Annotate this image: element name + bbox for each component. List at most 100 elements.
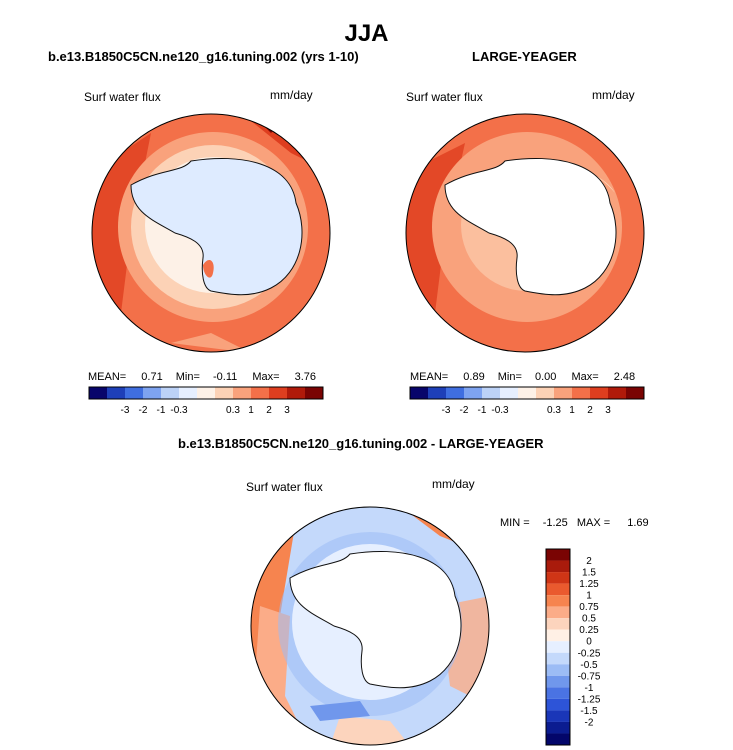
diff-colorbar-tick-label: 0.25 [579,625,599,636]
panel2-mean-label: MEAN= [410,371,449,383]
panel1-mean-value: 0.71 [141,371,163,383]
panel1-colorbar-swatch [143,387,161,399]
diff-colorbar-swatch [546,710,570,722]
panel1-colorbar-tick-label: 2 [266,405,272,416]
panel1-polar-map [91,113,331,353]
diff-colorbar-tick-label: 1.5 [582,568,596,579]
panel1-min-label: Min= [175,371,200,383]
panel1-colorbar-swatch [125,387,143,399]
diff-polar-map [250,506,490,746]
panel1-colorbar-swatch [233,387,251,399]
diff-colorbar-swatch [546,675,570,688]
panel1-colorbar-tick-label: 3 [284,405,290,416]
diff-colorbar-tick-label: -0.75 [578,671,601,682]
panel1-colorbar-swatch [287,387,305,399]
panel1-max-label: Max= [252,371,280,383]
panel1-colorbar-swatch [89,387,107,399]
panel1-units: mm/day [270,88,313,102]
diff-colorbar-swatch [546,572,570,584]
diff-colorbar-tick-label: 1.25 [579,579,599,590]
diff-colorbar-tick-label: 1 [586,591,592,602]
panel2-colorbar: -3 -2 -1 -0.3 0.3 1 2 3 [409,386,645,416]
panel1-colorbar-swatch [269,387,287,399]
diff-colorbar-swatch [546,733,570,745]
panel2-colorbar-swatch [428,387,446,399]
panel1-colorbar-tick-label: -3 [121,405,130,416]
panel1-max-value: 3.76 [294,371,317,383]
diff-colorbar-tick-label: -1.25 [578,694,601,705]
panel2-max-label: Max= [571,371,599,383]
diff-colorbar: 21.51.2510.750.50.250-0.25-0.5-0.75-1-1.… [545,548,601,746]
panel2-colorbar-swatch [464,387,482,399]
diff-colorbar-tick-label: -1.5 [580,706,598,717]
diff-variable: Surf water flux [246,480,323,494]
diff-max-label: MAX = [576,517,611,529]
panel1-colorbar-tick-label: 1 [248,405,254,416]
panel1-colorbar-tick-label: -0.3 [170,405,188,416]
diff-colorbar-tick-label: 0.75 [579,602,599,613]
panel2-units: mm/day [592,88,635,102]
panel2-polar-map [405,113,645,353]
panel1-colorbar-swatch [179,387,197,399]
diff-stats: MIN = -1.25 MAX = 1.69 [500,517,649,529]
panel2-colorbar-tick-label: -1 [478,405,487,416]
diff-colorbar-swatch [546,721,570,734]
panel2-colorbar-tick-label: -0.3 [491,405,509,416]
diff-colorbar-tick-label: 0 [586,637,592,648]
panel1-colorbar-swatch [107,387,125,399]
panel2-mean-value: 0.89 [463,371,485,383]
diff-colorbar-tick-label: 0.5 [582,614,596,625]
diff-colorbar-swatch [546,549,570,561]
panel2-colorbar-swatch [536,387,554,399]
panel2-colorbar-swatch [590,387,608,399]
panel2-subtitle: LARGE-YEAGER [472,49,577,64]
panel1-colorbar-swatch [305,387,323,399]
panel1-colorbar-swatch [197,387,215,399]
diff-colorbar-swatch [546,606,570,619]
panel2-colorbar-swatch [608,387,626,399]
diff-units: mm/day [432,477,475,491]
diff-subtitle: b.e13.B1850C5CN.ne120_g16.tuning.002 - L… [178,436,544,451]
panel2-colorbar-swatch [626,387,644,399]
diff-colorbar-swatch [546,687,570,699]
diff-colorbar-swatch [546,583,570,596]
panel1-stats: MEAN= 0.71 Min= -0.11 Max= 3.76 [88,371,316,383]
panel1-colorbar: -3 -2 -1 -0.3 0.3 1 2 3 [88,386,324,416]
panel2-colorbar-swatch [410,387,428,399]
panel1-colorbar-tick-label: 0.3 [226,405,240,416]
panel2-variable: Surf water flux [406,90,483,104]
diff-colorbar-swatch [546,629,570,642]
panel1-subtitle: b.e13.B1850C5CN.ne120_g16.tuning.002 (yr… [48,49,359,64]
diff-colorbar-tick-label: -0.5 [580,660,598,671]
diff-colorbar-swatch [546,664,570,676]
diff-colorbar-swatch [546,618,570,630]
panel1-colorbar-tick-label: -1 [157,405,166,416]
panel1-variable: Surf water flux [84,90,161,104]
diff-colorbar-tick-label: -0.25 [578,648,601,659]
panel1-colorbar-swatch [215,387,233,399]
panel2-max-value: 2.48 [613,371,636,383]
diff-min-label: MIN = [500,517,530,529]
diff-colorbar-swatch [546,560,570,573]
diff-colorbar-tick-label: 2 [586,556,592,567]
panel2-min-label: Min= [497,371,522,383]
diff-colorbar-tick-label: -2 [585,717,594,728]
panel2-colorbar-tick-label: 3 [605,405,611,416]
panel1-mean-label: MEAN= [88,371,127,383]
panel1-min-value: -0.11 [212,371,238,383]
panel2-colorbar-swatch [518,387,536,399]
panel2-colorbar-swatch [446,387,464,399]
diff-colorbar-tick-label: -1 [585,683,594,694]
panel2-colorbar-tick-label: -2 [460,405,469,416]
panel1-colorbar-swatch [161,387,179,399]
panel2-colorbar-tick-label: 1 [569,405,575,416]
panel2-colorbar-tick-label: 2 [587,405,593,416]
panel2-stats: MEAN= 0.89 Min= 0.00 Max= 2.48 [410,371,635,383]
diff-colorbar-swatch [546,652,570,665]
panel2-colorbar-swatch [482,387,500,399]
panel2-min-value: 0.00 [534,371,557,383]
diff-colorbar-swatch [546,698,570,711]
panel1-colorbar-tick-label: -2 [139,405,148,416]
panel1-colorbar-swatch [251,387,269,399]
diff-colorbar-swatch [546,595,570,607]
